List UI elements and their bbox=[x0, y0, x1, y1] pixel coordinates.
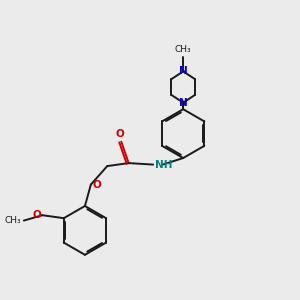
Text: CH₃: CH₃ bbox=[4, 216, 21, 225]
Text: CH₃: CH₃ bbox=[175, 44, 191, 53]
Text: O: O bbox=[116, 129, 124, 139]
Text: N: N bbox=[179, 98, 188, 108]
Text: N: N bbox=[179, 66, 188, 76]
Text: O: O bbox=[92, 179, 101, 190]
Text: O: O bbox=[33, 210, 42, 220]
Text: NH: NH bbox=[155, 160, 172, 170]
